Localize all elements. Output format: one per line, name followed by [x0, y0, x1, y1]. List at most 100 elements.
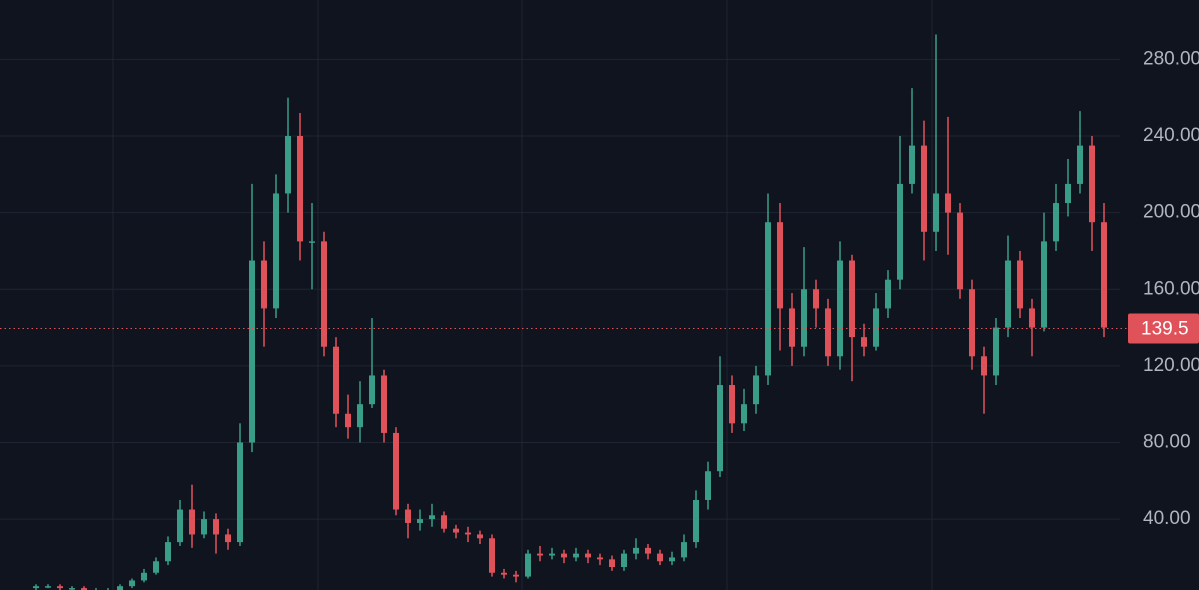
candle-body: [129, 580, 135, 587]
candle-body: [897, 183, 903, 280]
candle-body: [825, 308, 831, 357]
candle-body: [921, 145, 927, 232]
candle-body: [789, 308, 795, 347]
candle-body: [189, 509, 195, 535]
candle-body: [309, 241, 315, 243]
candle-body: [1017, 260, 1023, 309]
candle-body: [957, 212, 963, 290]
candle-body: [117, 586, 123, 590]
candle-body: [633, 547, 639, 554]
candle-body: [681, 542, 687, 558]
candle-body: [969, 289, 975, 357]
candle-body: [429, 515, 435, 520]
candle-body: [717, 385, 723, 472]
candle-body: [225, 534, 231, 543]
candle-body: [57, 586, 63, 589]
y-tick-label: 40.00: [1143, 508, 1191, 529]
candles: [33, 34, 1107, 590]
y-tick-label: 120.00: [1143, 355, 1199, 376]
candle-body: [489, 538, 495, 573]
candle-body: [285, 136, 291, 194]
candle-body: [729, 385, 735, 424]
candle-body: [513, 574, 519, 577]
candle-body: [801, 289, 807, 347]
candle-body: [441, 515, 447, 529]
candle-body: [1053, 203, 1059, 242]
candle-body: [237, 442, 243, 543]
overlay: 40.00 80.00 120.00 160.00 200.00 240.00 280.00…: [0, 48, 1199, 529]
candle-body: [501, 572, 507, 575]
candle-body: [321, 241, 327, 347]
candle-body: [261, 260, 267, 309]
candle-body: [909, 145, 915, 184]
candle-body: [405, 509, 411, 523]
candle-body: [153, 561, 159, 573]
candle-body: [465, 532, 471, 535]
candle-body: [573, 553, 579, 558]
candle-body: [297, 136, 303, 242]
candle-body: [1077, 145, 1083, 184]
candle-body: [333, 346, 339, 414]
candle-body: [885, 279, 891, 309]
candle-body: [693, 499, 699, 543]
candle-body: [177, 509, 183, 543]
candle-body: [1041, 241, 1047, 328]
candle-body: [981, 356, 987, 376]
candle-body: [777, 222, 783, 309]
candle-body: [141, 572, 147, 581]
candle-body: [477, 534, 483, 539]
y-tick-label: 200.00: [1143, 202, 1199, 223]
y-tick-label: 280.00: [1143, 48, 1199, 69]
y-tick-label: 240.00: [1143, 125, 1199, 146]
candle-body: [945, 193, 951, 213]
candle-body: [561, 553, 567, 558]
candle-body: [345, 413, 351, 428]
candle-body: [597, 557, 603, 560]
candle-body: [657, 553, 663, 562]
candle-body: [585, 553, 591, 558]
candle-body: [33, 586, 39, 589]
candle-body: [549, 553, 555, 556]
candle-body: [81, 588, 87, 590]
y-tick-label: 160.00: [1143, 278, 1199, 299]
candle-body: [1005, 260, 1011, 328]
candle-body: [165, 542, 171, 562]
candle-body: [813, 289, 819, 309]
y-tick-label: 80.00: [1143, 432, 1191, 453]
candle-body: [933, 193, 939, 232]
candle-body: [753, 375, 759, 405]
candle-body: [273, 193, 279, 309]
candle-body: [765, 222, 771, 376]
candle-body: [249, 260, 255, 443]
candle-body: [1089, 145, 1095, 223]
candle-body: [45, 586, 51, 588]
candle-body: [741, 404, 747, 424]
candle-body: [609, 559, 615, 568]
candle-body: [453, 528, 459, 533]
candle-body: [1029, 308, 1035, 328]
candle-body: [417, 519, 423, 523]
candle-body: [837, 260, 843, 357]
time-grid: [112, 0, 933, 590]
last-price-label: 139.5: [1141, 319, 1189, 340]
candle-body: [525, 553, 531, 577]
candle-body: [369, 375, 375, 405]
candle-body: [645, 547, 651, 554]
candle-body: [1101, 222, 1107, 328]
candle-body: [213, 519, 219, 535]
candle-body: [1065, 183, 1071, 204]
candle-body: [993, 327, 999, 376]
candle-body: [69, 588, 75, 590]
candle-body: [669, 557, 675, 562]
candle-body: [873, 308, 879, 347]
candle-body: [201, 519, 207, 535]
candle-body: [861, 337, 867, 347]
candle-body: [705, 471, 711, 500]
candle-body: [621, 553, 627, 568]
candle-body: [393, 432, 399, 510]
candle-body: [537, 553, 543, 556]
candle-body: [357, 404, 363, 428]
candle-body: [849, 260, 855, 338]
